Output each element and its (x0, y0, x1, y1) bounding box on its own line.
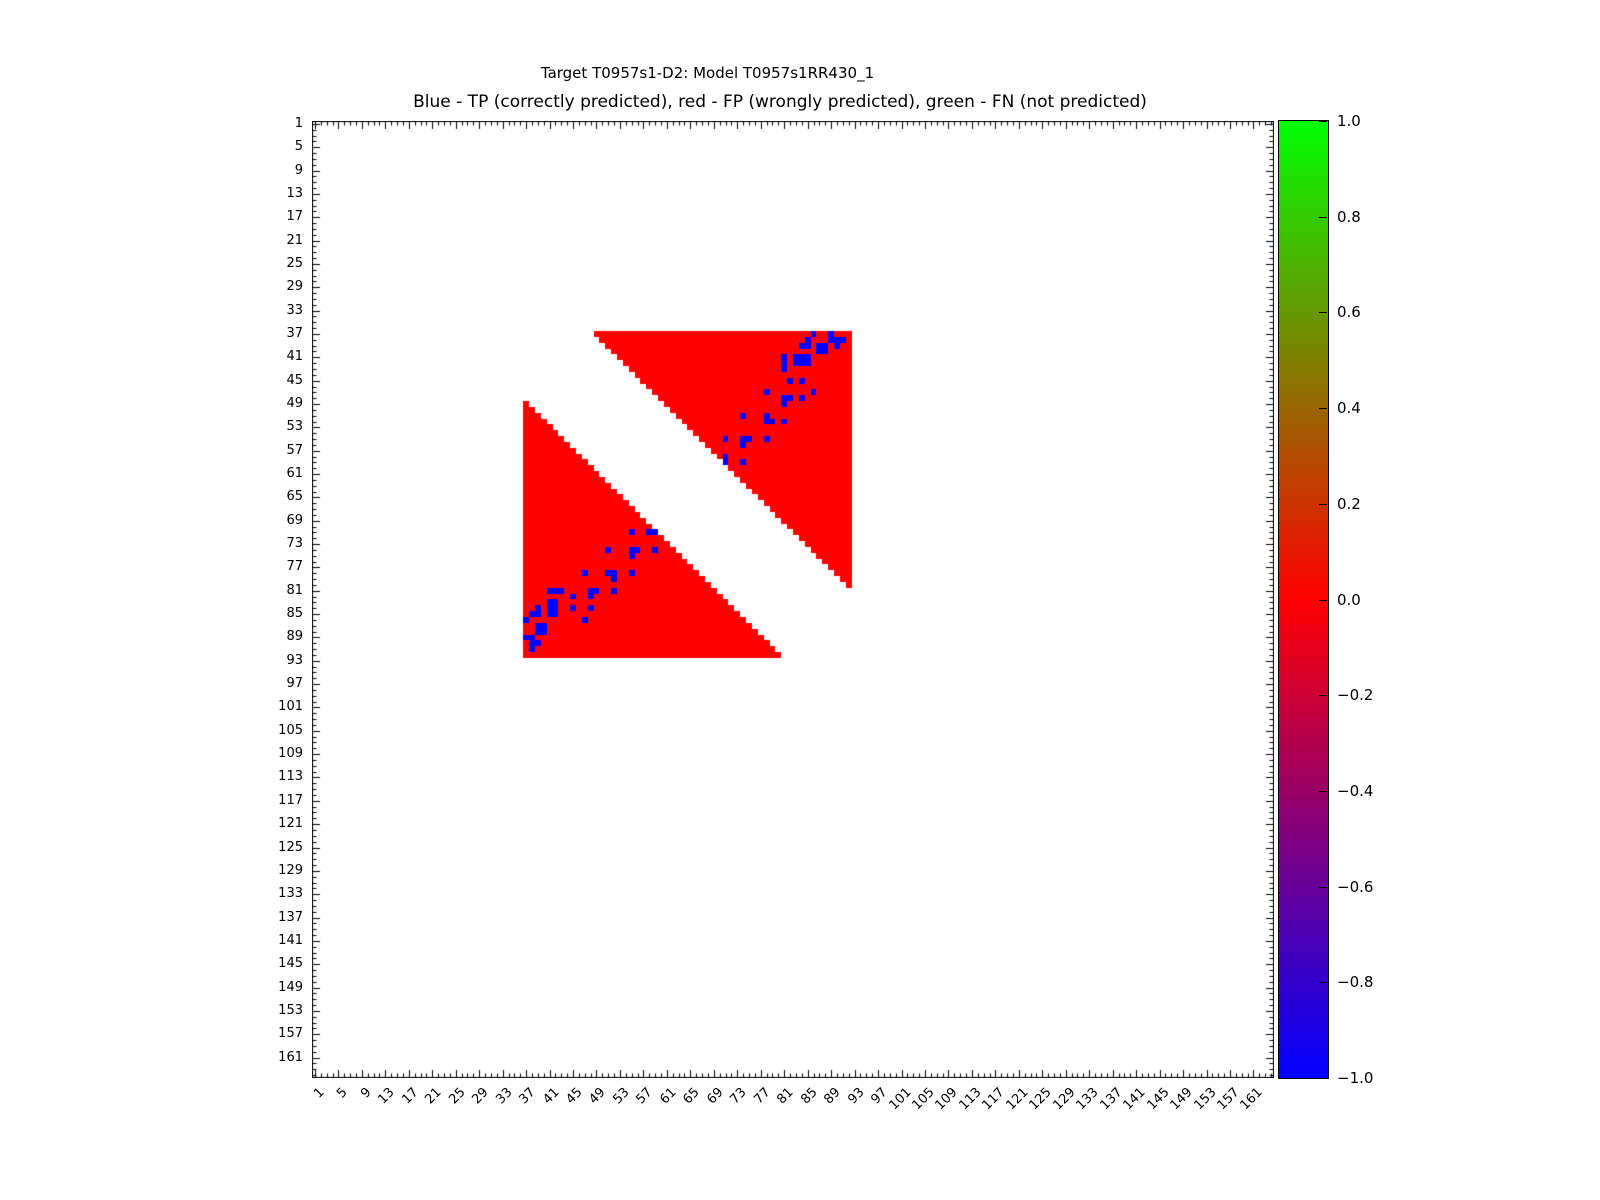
y-tick-label: 149 (278, 979, 303, 995)
y-tick-label: 57 (286, 442, 303, 458)
y-tick-label: 101 (278, 699, 303, 715)
colorbar-tick-label: −0.8 (1337, 973, 1374, 991)
y-tick-label: 153 (278, 1002, 303, 1018)
y-tick-label: 145 (278, 956, 303, 972)
y-tick-label: 105 (278, 722, 303, 738)
y-tick-label: 61 (286, 466, 303, 482)
y-tick-label: 25 (286, 255, 303, 271)
y-tick-label: 129 (278, 862, 303, 878)
y-tick-label: 161 (278, 1049, 303, 1065)
y-tick-label: 17 (286, 209, 303, 225)
colorbar-tick (1319, 600, 1327, 601)
colorbar-gradient (1278, 120, 1329, 1079)
y-tick-label: 157 (278, 1026, 303, 1042)
y-tick-label: 89 (286, 629, 303, 645)
y-tick-label: 21 (286, 232, 303, 248)
colorbar-tick-label: 0.4 (1337, 399, 1361, 417)
axes-title: Blue - TP (correctly predicted), red - F… (413, 92, 1147, 112)
colorbar-tick (1319, 982, 1327, 983)
colorbar-tick-label: 0.0 (1337, 591, 1361, 609)
colorbar-tick (1319, 695, 1327, 696)
colorbar-tick-label: −0.4 (1337, 782, 1374, 800)
y-tick-label: 85 (286, 606, 303, 622)
y-tick-label: 53 (286, 419, 303, 435)
y-tick-label: 141 (278, 932, 303, 948)
y-tick-label: 69 (286, 512, 303, 528)
y-tick-label: 37 (286, 325, 303, 341)
colorbar-tick-label: 0.2 (1337, 495, 1361, 513)
colorbar-tick-label: −0.2 (1337, 686, 1374, 704)
colorbar-tick-label: −0.6 (1337, 878, 1374, 896)
y-tick-label: 45 (286, 372, 303, 388)
colorbar-tick (1319, 887, 1327, 888)
y-tick-label: 81 (286, 582, 303, 598)
colorbar-tick (1319, 504, 1327, 505)
y-tick-label: 77 (286, 559, 303, 575)
colorbar-tick (1319, 217, 1327, 218)
colorbar-tick (1319, 312, 1327, 313)
y-tick-label: 117 (278, 792, 303, 808)
colorbar-tick-label: 0.6 (1337, 303, 1361, 321)
y-tick-label: 109 (278, 746, 303, 762)
colorbar-tick-label: −1.0 (1337, 1069, 1374, 1087)
y-tick-label: 9 (294, 162, 303, 178)
contact-map-heatmap (312, 121, 1274, 1078)
colorbar-tick (1319, 121, 1327, 122)
y-tick-label: 65 (286, 489, 303, 505)
y-tick-label: 13 (286, 185, 303, 201)
figure-title-line1: Target T0957s1-D2: Model T0957s1RR430_1 (540, 64, 875, 82)
y-tick-label: 133 (278, 886, 303, 902)
y-tick-label: 5 (294, 139, 303, 155)
y-tick-label: 41 (286, 349, 303, 365)
colorbar-tick (1319, 408, 1327, 409)
y-tick-label: 93 (286, 652, 303, 668)
colorbar-tick-label: 1.0 (1337, 112, 1361, 130)
y-tick-label: 33 (286, 302, 303, 318)
y-tick-label: 97 (286, 676, 303, 692)
y-tick-label: 121 (278, 816, 303, 832)
y-tick-label: 29 (286, 279, 303, 295)
y-tick-label: 73 (286, 536, 303, 552)
colorbar-tick (1319, 1078, 1327, 1079)
y-tick-label: 49 (286, 396, 303, 411)
colorbar-tick (1319, 791, 1327, 792)
colorbar-tick-label: 0.8 (1337, 208, 1361, 226)
y-tick-label: 137 (278, 909, 303, 925)
y-tick-label: 125 (278, 839, 303, 855)
y-tick-label: 1 (294, 115, 303, 131)
y-tick-label: 113 (278, 769, 303, 785)
